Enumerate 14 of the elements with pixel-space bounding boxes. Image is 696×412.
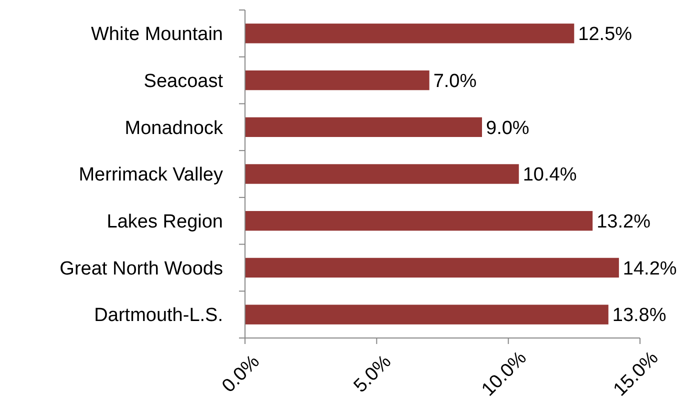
data-label: 14.2%	[622, 258, 677, 280]
y-tick-label: Lakes Region	[106, 212, 223, 233]
y-tick-label: Dartmouth-L.S.	[94, 305, 223, 326]
y-tick-label: Great North Woods	[60, 258, 223, 280]
data-label: 13.2%	[596, 212, 651, 233]
data-label: 7.0%	[433, 70, 477, 92]
data-label: 9.0%	[486, 118, 530, 139]
y-tick-label: Merrimack Valley	[78, 164, 224, 186]
y-tick-label: Monadnock	[124, 118, 224, 139]
y-tick-label: Seacoast	[144, 70, 224, 92]
y-tick-label: White Mountain	[90, 24, 223, 46]
data-label: 10.4%	[522, 164, 577, 186]
data-label: 12.5%	[578, 24, 632, 46]
data-label: 13.8%	[612, 305, 666, 326]
